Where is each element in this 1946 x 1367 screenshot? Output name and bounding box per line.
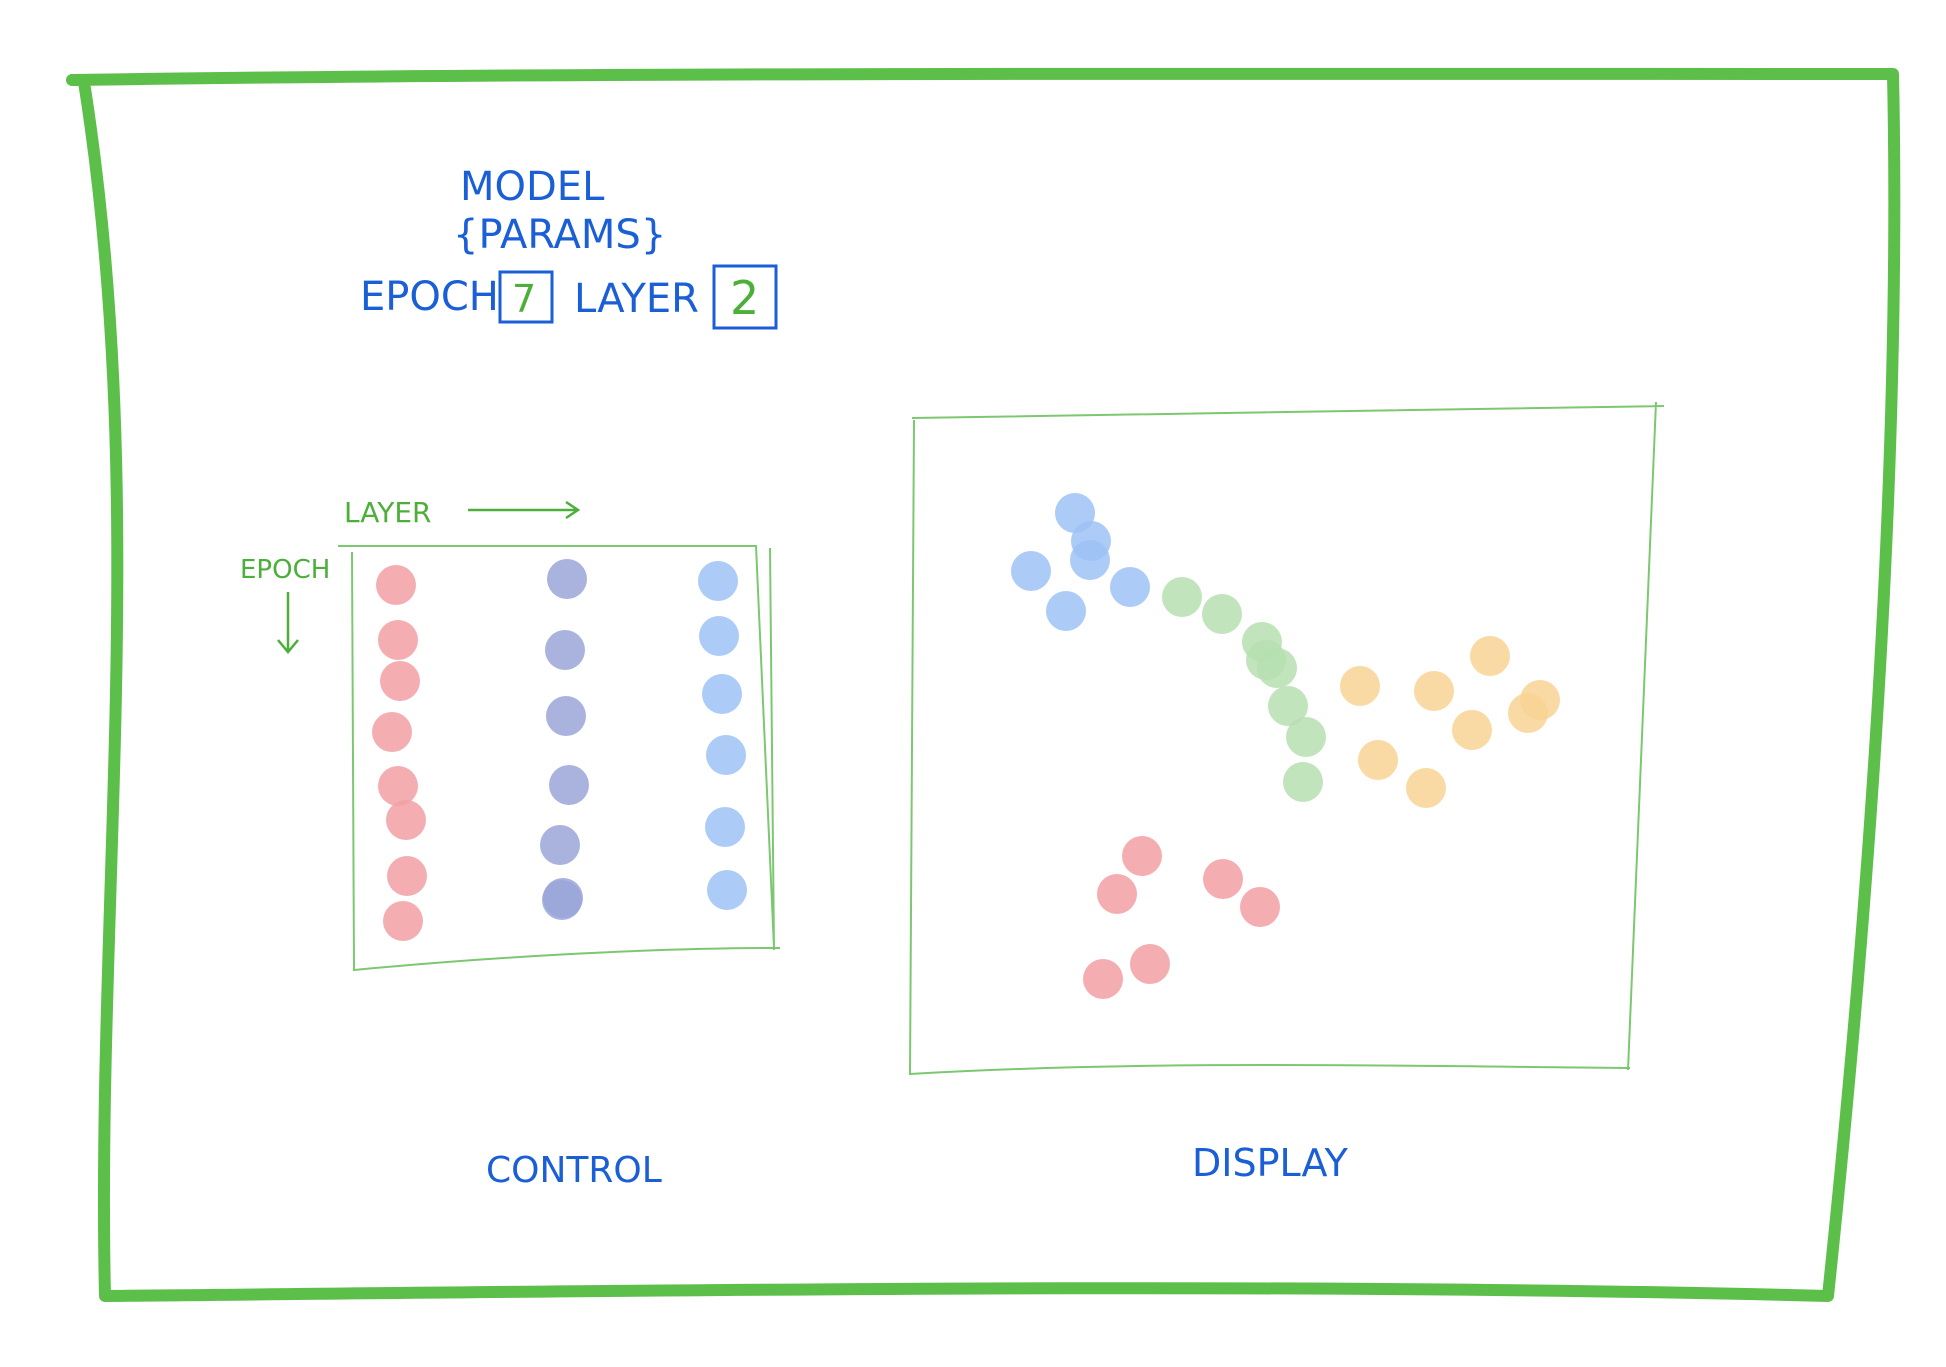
display-dot (1283, 762, 1323, 802)
display-caption: DISPLAY (1192, 1141, 1349, 1185)
control-dot (378, 620, 418, 660)
control-dot (546, 696, 586, 736)
display-dot (1162, 577, 1202, 617)
display-panel: DISPLAY (908, 401, 1665, 1185)
control-layer-arrow (468, 500, 581, 520)
display-dot (1470, 636, 1510, 676)
display-dot (1452, 710, 1492, 750)
control-dot (698, 561, 738, 601)
control-epoch-axis-label: EPOCH (240, 555, 330, 585)
display-dot (1268, 686, 1308, 726)
epoch-value-box[interactable] (498, 270, 554, 324)
outer-frame (66, 67, 1901, 1302)
control-dot (707, 870, 747, 910)
display-dot (1406, 768, 1446, 808)
display-dot (1340, 666, 1380, 706)
control-dot (383, 901, 423, 941)
layer-value: 2 (730, 271, 759, 325)
display-dot (1070, 540, 1110, 580)
display-dot (1110, 567, 1150, 607)
control-dot (378, 766, 418, 806)
epoch-label: EPOCH (360, 274, 499, 320)
display-dot (1046, 591, 1086, 631)
control-dot (376, 565, 416, 605)
display-dot (1240, 887, 1280, 927)
control-dot (549, 765, 589, 805)
model-title: MODEL (460, 164, 605, 210)
display-dot (1246, 640, 1286, 680)
control-dot (387, 856, 427, 896)
control-dot (699, 616, 739, 656)
control-box (338, 545, 781, 972)
display-dot (1358, 740, 1398, 780)
control-layer-axis-label: LAYER (344, 496, 431, 529)
control-caption: CONTROL (486, 1150, 662, 1191)
control-dot (545, 630, 585, 670)
layer-value-box[interactable] (712, 264, 778, 330)
display-dot (1130, 944, 1170, 984)
params-title: {PARAMS} (453, 212, 666, 258)
control-dot (542, 880, 582, 920)
control-dot (386, 800, 426, 840)
control-epoch-arrow (277, 592, 299, 654)
control-dot-grid (372, 559, 747, 941)
control-dot (372, 712, 412, 752)
model-params-header: MODEL {PARAMS} EPOCH 7 LAYER 2 (360, 164, 778, 330)
display-dot (1520, 680, 1560, 720)
display-dot (1097, 874, 1137, 914)
display-dot (1083, 959, 1123, 999)
display-dot (1202, 594, 1242, 634)
display-dot (1122, 836, 1162, 876)
display-dot (1011, 551, 1051, 591)
display-scatter-dots (1011, 493, 1560, 999)
display-dot (1286, 717, 1326, 757)
epoch-value: 7 (512, 277, 536, 321)
display-dot (1414, 671, 1454, 711)
control-panel[interactable]: LAYER EPOCH CONTROL (240, 496, 781, 1191)
control-dot (706, 735, 746, 775)
display-dot (1203, 859, 1243, 899)
control-dot (705, 807, 745, 847)
control-dot (540, 825, 580, 865)
control-dot (380, 661, 420, 701)
control-dot (547, 559, 587, 599)
layer-label: LAYER (574, 276, 699, 322)
control-dot (702, 674, 742, 714)
